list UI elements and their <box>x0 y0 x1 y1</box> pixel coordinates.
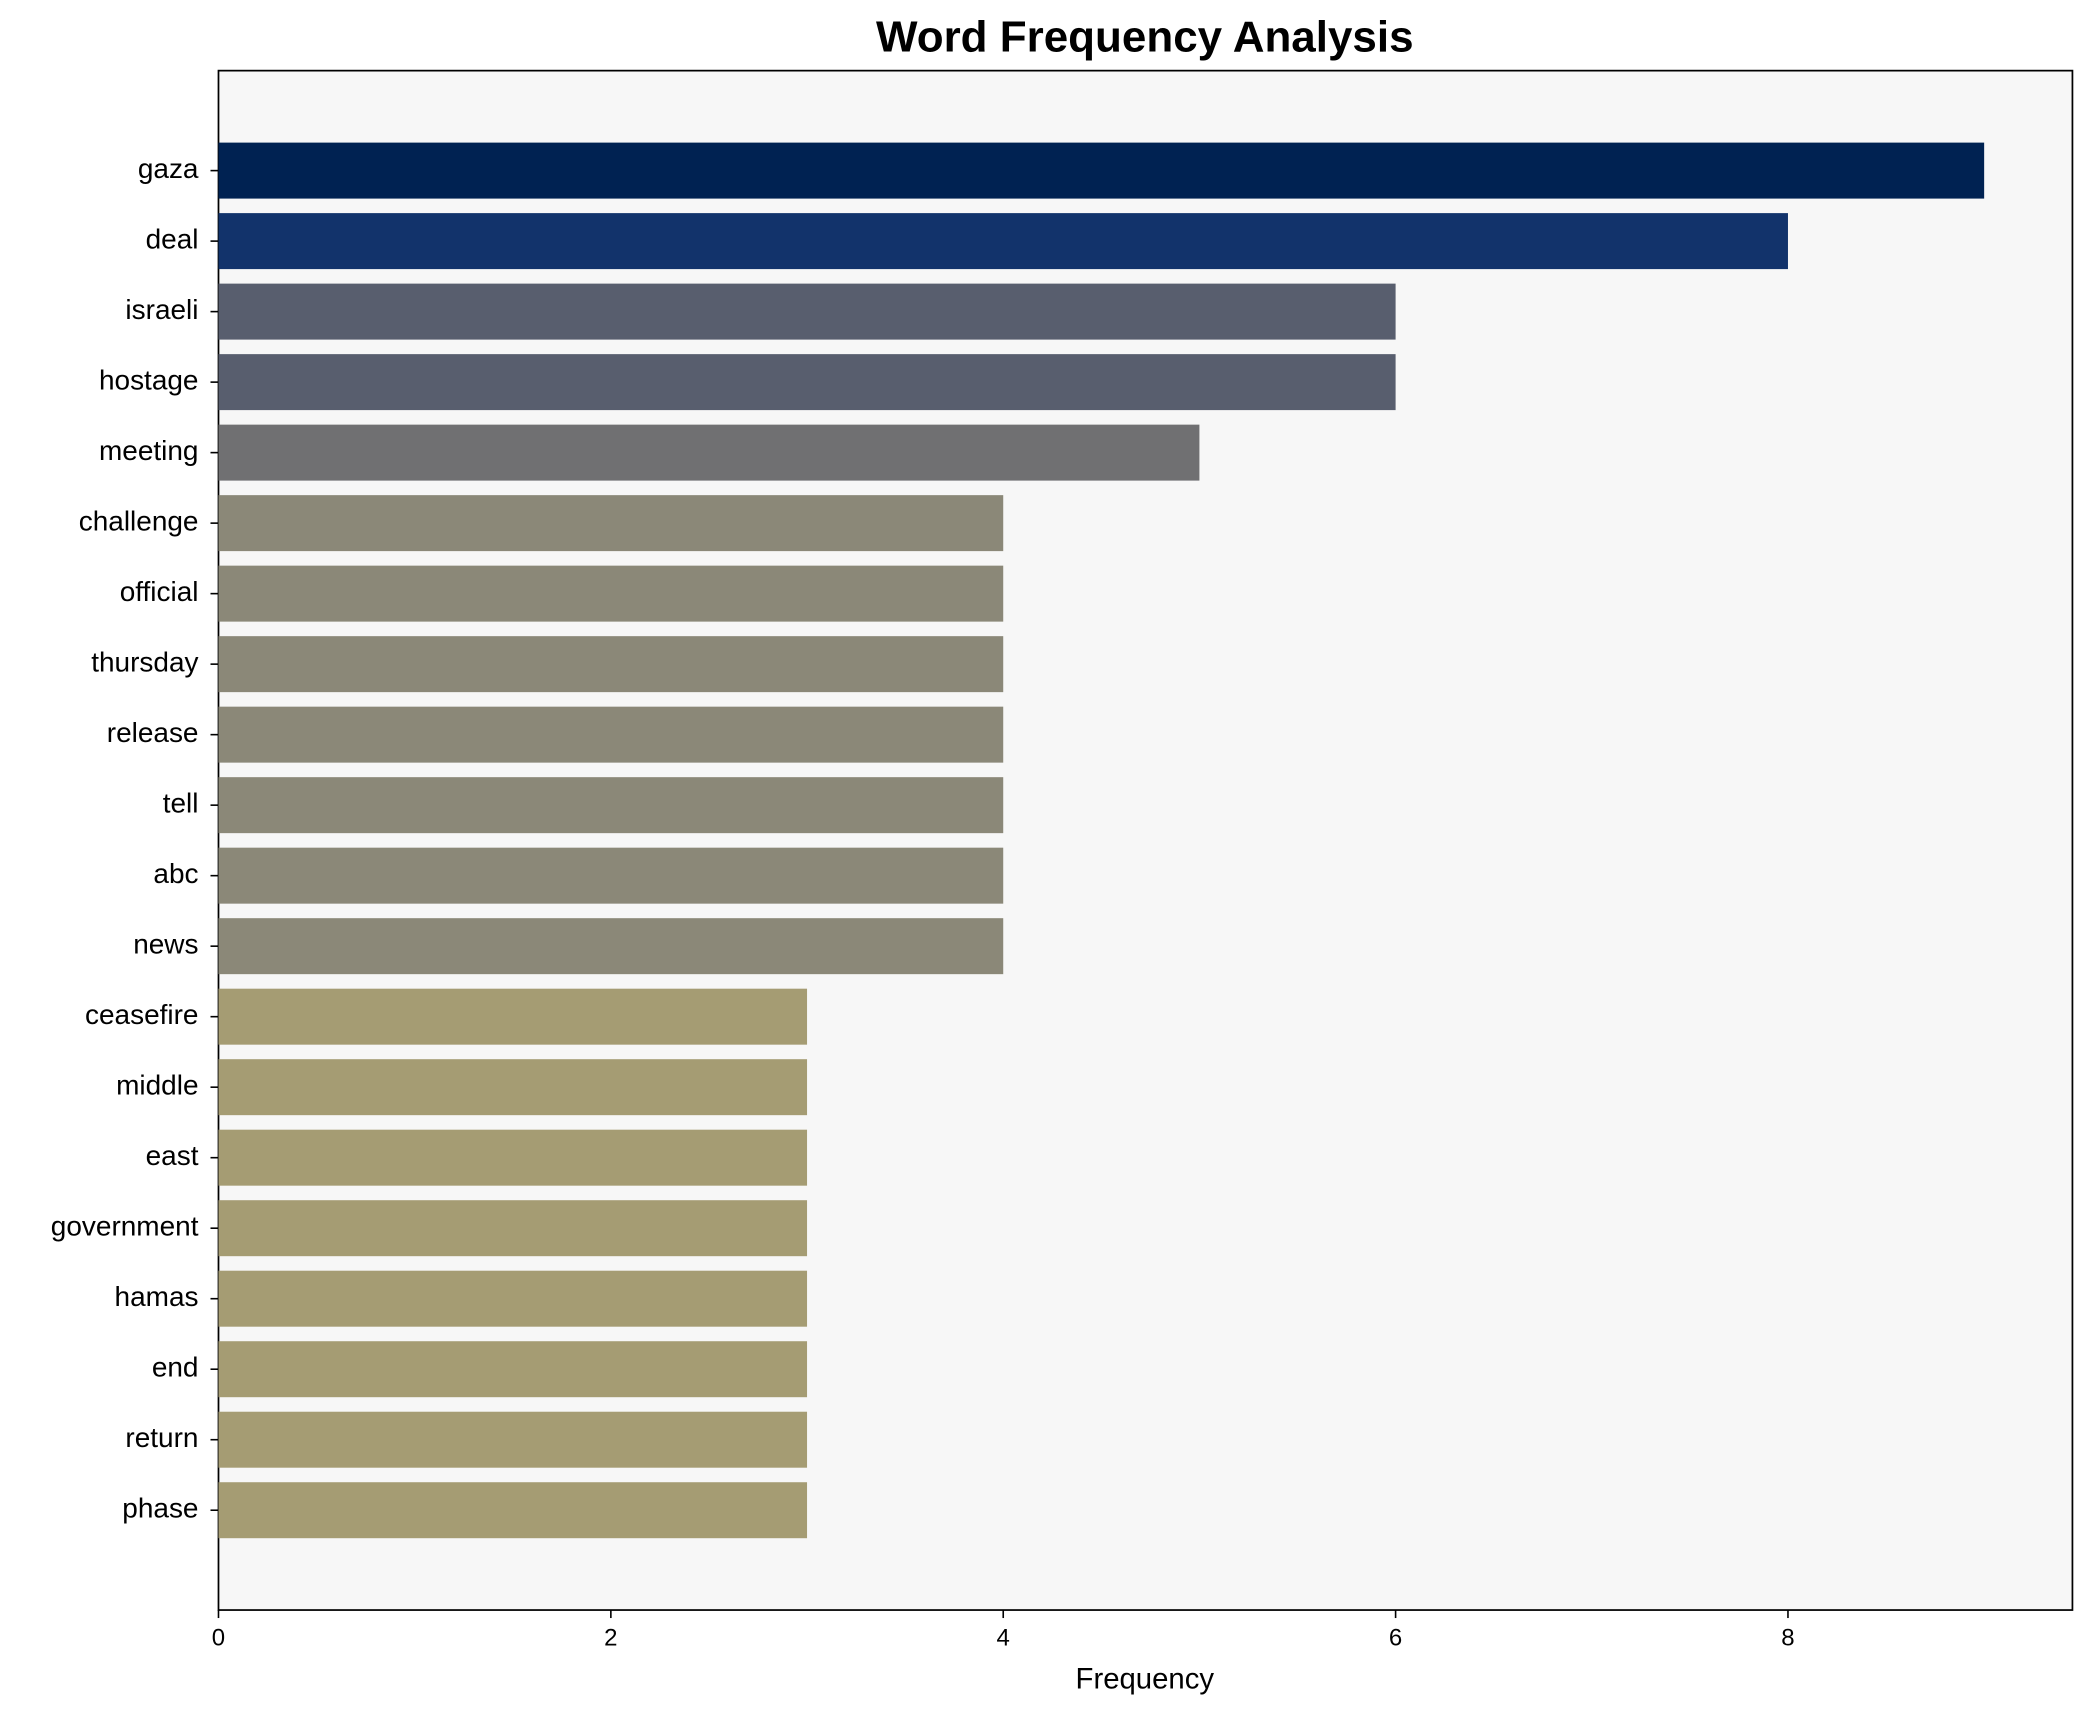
y-tick-label: news <box>133 929 198 960</box>
y-tick-label: end <box>152 1352 199 1383</box>
y-tick-label: abc <box>153 858 198 889</box>
y-tick-label: government <box>51 1211 199 1242</box>
y-tick-label: return <box>125 1422 198 1453</box>
bar <box>218 354 1396 411</box>
y-tick-label: east <box>146 1140 199 1171</box>
y-tick-label: gaza <box>138 153 199 184</box>
bar <box>218 1341 808 1398</box>
bar <box>218 988 808 1045</box>
bar <box>218 565 1004 622</box>
chart-title: Word Frequency Analysis <box>876 13 1414 62</box>
bar <box>218 1270 808 1327</box>
x-tick-label: 2 <box>604 1625 617 1652</box>
y-tick-label: deal <box>146 223 199 254</box>
y-tick-label: thursday <box>91 647 198 678</box>
bar <box>218 706 1004 763</box>
bar <box>218 1482 808 1539</box>
y-tick-label: ceasefire <box>85 999 199 1030</box>
y-tick-label: phase <box>122 1493 198 1524</box>
y-tick-label: hamas <box>115 1281 199 1312</box>
x-axis-label: Frequency <box>1076 1662 1215 1695</box>
y-tick-label: challenge <box>79 506 199 537</box>
y-tick-label: middle <box>116 1070 198 1101</box>
bar <box>218 1200 808 1257</box>
y-tick-label: official <box>120 576 199 607</box>
bar <box>218 213 1788 270</box>
x-tick-label: 4 <box>997 1625 1010 1652</box>
bar <box>218 142 1985 199</box>
bar <box>218 847 1004 904</box>
y-tick-label: tell <box>163 788 199 819</box>
bar <box>218 918 1004 975</box>
bar <box>218 424 1200 481</box>
bar <box>218 1129 808 1186</box>
x-tick-label: 8 <box>1781 1625 1794 1652</box>
bar <box>218 636 1004 693</box>
bar <box>218 777 1004 834</box>
y-tick-label: release <box>107 717 199 748</box>
bar <box>218 1411 808 1468</box>
y-tick-label: israeli <box>125 294 198 325</box>
bar <box>218 283 1396 340</box>
y-tick-label: meeting <box>99 435 199 466</box>
bar <box>218 495 1004 552</box>
bar <box>218 1059 808 1116</box>
x-tick-label: 0 <box>212 1625 225 1652</box>
x-tick-label: 6 <box>1389 1625 1402 1652</box>
y-tick-label: hostage <box>99 365 199 396</box>
